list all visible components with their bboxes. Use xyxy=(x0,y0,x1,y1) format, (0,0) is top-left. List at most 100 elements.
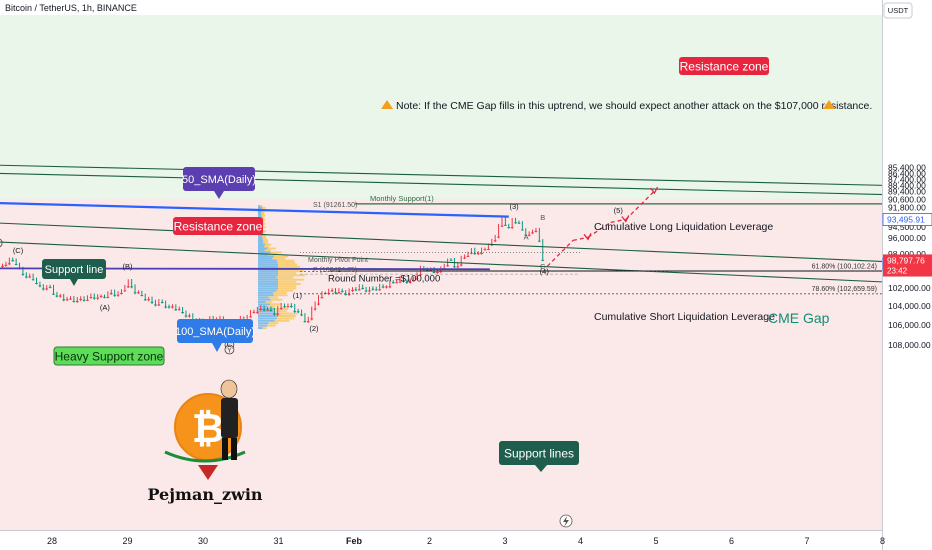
volume-profile-bar xyxy=(278,283,301,286)
volume-profile-bar xyxy=(258,257,273,260)
candle-body xyxy=(402,280,405,282)
volume-profile-bar xyxy=(258,255,274,258)
candle-body xyxy=(31,279,35,281)
candle-body xyxy=(459,264,463,266)
volume-profile-bar xyxy=(258,205,261,208)
volume-profile-bar xyxy=(258,317,277,320)
volume-profile-bar xyxy=(261,212,265,215)
price-badge xyxy=(883,254,932,277)
candle-body xyxy=(150,301,154,303)
currency-box[interactable] xyxy=(883,2,913,19)
candle-body xyxy=(487,248,490,250)
volume-profile-bar xyxy=(258,310,274,313)
candle-body xyxy=(497,236,500,238)
projection-segment xyxy=(572,236,589,242)
candle-body xyxy=(52,293,55,295)
short-liquidation-label: Cumulative Short Liquidation Leverage xyxy=(594,311,775,323)
volume-profile-bar xyxy=(278,272,297,275)
candle-body xyxy=(11,260,15,262)
heart-icon xyxy=(198,465,218,480)
heavy-support-zone-label: Heavy Support zone xyxy=(55,349,164,363)
volume-profile-bar xyxy=(268,322,279,325)
wave-label: (5) xyxy=(614,206,624,215)
candle-body xyxy=(140,295,144,297)
sma100-label-box xyxy=(177,319,253,343)
candle-body xyxy=(1,265,4,267)
time-tick-label: 31 xyxy=(273,536,283,546)
trend-line-3 xyxy=(0,172,898,196)
candle-body xyxy=(59,295,62,297)
volume-profile-bar xyxy=(260,205,263,208)
volume-profile-bar xyxy=(278,278,304,281)
support-lines-label: Support lines xyxy=(504,446,574,460)
candle-body xyxy=(395,282,398,284)
volume-profile-bar xyxy=(270,303,281,306)
volume-profile-bar xyxy=(258,263,278,266)
volume-profile-bar xyxy=(258,303,271,306)
volume-profile-bar xyxy=(261,217,265,220)
volume-profile-bar xyxy=(263,245,270,248)
avatar-head xyxy=(220,379,238,399)
candle-body xyxy=(531,232,534,234)
candle-body xyxy=(21,273,25,275)
pivot-label: P (100424.75) xyxy=(313,267,357,274)
candle-body xyxy=(476,253,480,255)
time-axis[interactable] xyxy=(0,530,882,550)
candle-body xyxy=(300,314,303,316)
candle-body xyxy=(25,276,28,278)
candle-body xyxy=(371,288,375,290)
candle-body xyxy=(514,222,517,224)
volume-profile-bar xyxy=(277,259,295,262)
volume-profile-bar xyxy=(261,215,265,218)
sma50-label: 50_SMA(Daily) xyxy=(182,174,256,186)
volume-profile-bar xyxy=(261,206,266,209)
candle-body xyxy=(480,253,483,255)
candle-body xyxy=(405,281,409,283)
candle-body xyxy=(157,304,161,306)
volume-profile-bar xyxy=(258,307,274,310)
wave-label: B xyxy=(540,213,545,222)
candle-body xyxy=(4,264,8,266)
projection-arrowhead xyxy=(621,215,630,223)
wave-label: (1) xyxy=(293,291,303,300)
volume-profile-bar xyxy=(273,294,288,297)
volume-profile-bar xyxy=(277,261,296,264)
candle-body xyxy=(266,309,269,311)
volume-profile-bar xyxy=(270,298,283,301)
heavy-support-zone-label-box xyxy=(53,346,165,366)
sma50-label-box xyxy=(183,167,255,191)
candle-body xyxy=(510,227,514,229)
volume-profile-bar xyxy=(258,237,263,240)
candle-body xyxy=(453,266,456,268)
wave-label: C xyxy=(540,262,546,271)
chart-title: Bitcoin / TetherUS, 1h, BINANCE xyxy=(5,3,137,13)
candle-body xyxy=(177,309,181,311)
volume-profile-bar xyxy=(258,280,278,283)
candle-body xyxy=(354,289,358,291)
volume-profile-bar xyxy=(258,206,262,209)
candle-body xyxy=(357,289,361,291)
volume-profile-bar xyxy=(262,327,267,330)
candle-body xyxy=(541,259,545,261)
candle-body xyxy=(167,306,171,308)
candle-body xyxy=(42,288,45,290)
volume-profile-bar xyxy=(258,247,268,250)
pivot-title: Monthly Pivot Point xyxy=(308,257,368,264)
volume-profile-bar xyxy=(258,243,265,246)
trend-line-2 xyxy=(0,222,898,263)
projection-segment xyxy=(610,218,626,224)
candle-body xyxy=(123,290,127,292)
sma100-pointer xyxy=(212,343,222,352)
price-badge xyxy=(882,213,932,226)
volume-profile-bar xyxy=(258,278,278,281)
candle-body xyxy=(154,304,157,306)
volume-profile-bar xyxy=(258,274,278,277)
volume-profile-bar xyxy=(278,287,297,290)
candle-body xyxy=(449,259,453,261)
wave-label: A xyxy=(524,233,529,242)
volume-profile-bar xyxy=(258,291,274,294)
trend-line-1 xyxy=(0,241,898,284)
lightning-glyph xyxy=(563,516,569,527)
candle-body xyxy=(368,290,371,292)
